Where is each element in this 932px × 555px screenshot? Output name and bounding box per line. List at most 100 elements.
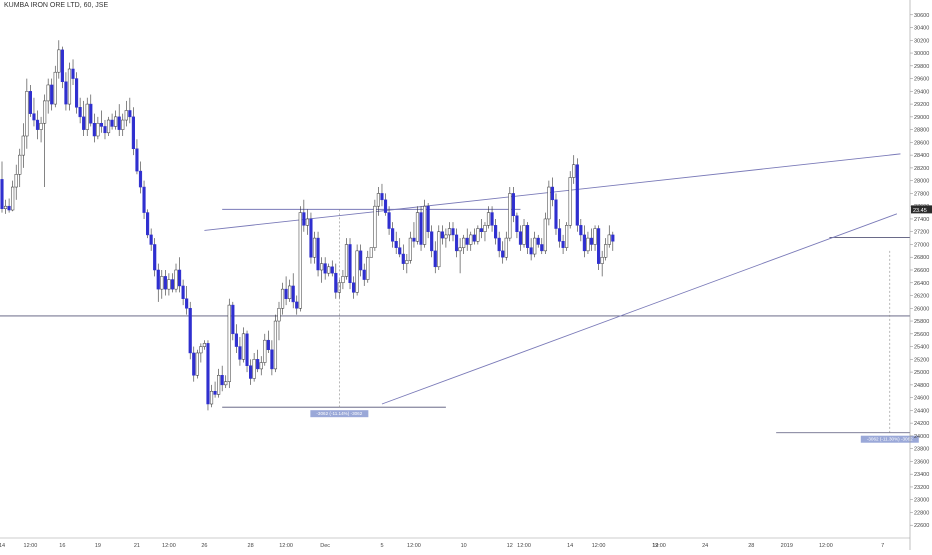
candle-body: [231, 304, 235, 335]
candle-body: [330, 266, 334, 274]
candle-body: [128, 110, 132, 118]
candle-body: [430, 231, 434, 252]
candle-body: [50, 84, 54, 105]
candle-body: [355, 250, 359, 293]
candle-body: [504, 237, 508, 258]
candle-body: [394, 241, 398, 248]
candle-body: [572, 164, 576, 178]
candle-body: [543, 218, 547, 252]
candle-body: [486, 212, 491, 226]
y-tick-label: 28000: [914, 179, 929, 185]
y-tick-label: 25000: [914, 370, 929, 376]
x-tick-label: 12:00: [592, 543, 606, 549]
candle-body: [547, 186, 551, 220]
candle-body: [256, 359, 260, 370]
candle-body: [327, 266, 331, 274]
candle-body: [309, 218, 313, 258]
candle-body: [213, 390, 217, 395]
candle-body: [241, 333, 246, 360]
candle-body: [206, 343, 210, 405]
candle-body: [440, 231, 444, 239]
y-tick-label: 23000: [914, 498, 929, 504]
candle-body: [593, 228, 597, 245]
y-tick-label: 28600: [914, 140, 929, 146]
candle-body: [447, 228, 452, 236]
candle-body: [234, 333, 238, 347]
x-tick-label: 24: [702, 543, 708, 549]
candle-body: [121, 119, 125, 130]
candle-body: [597, 228, 601, 264]
candle-body: [497, 237, 501, 252]
x-tick-label: 12:00: [652, 543, 666, 549]
candle-body: [561, 241, 565, 248]
candle-body: [341, 276, 345, 284]
candle-body: [554, 199, 558, 229]
candle-body: [99, 122, 104, 127]
candle-body: [266, 339, 270, 351]
candle-body: [334, 272, 338, 293]
candle-body: [238, 346, 242, 360]
candle-body: [14, 174, 18, 188]
candle-body: [465, 237, 469, 245]
x-tick-label: 16: [59, 543, 65, 549]
y-tick-label: 24600: [914, 396, 929, 402]
candle-body: [43, 100, 47, 124]
candle-body: [67, 68, 72, 105]
candle-body: [185, 298, 189, 309]
x-tick-label: 12:00: [24, 543, 38, 549]
candle-body: [245, 333, 249, 366]
candle-body: [316, 237, 320, 271]
candle-body: [376, 193, 381, 207]
candle-body: [64, 81, 68, 105]
candle-body: [284, 288, 288, 299]
y-tick-label: 30000: [914, 51, 929, 57]
candle-body: [149, 234, 153, 245]
candle-body: [483, 225, 487, 232]
candle-body: [71, 68, 75, 79]
candle-body: [586, 237, 590, 252]
x-tick-label: 2019: [781, 543, 793, 549]
candle-body: [92, 122, 96, 137]
candle-body: [369, 247, 373, 258]
x-tick-label: 28: [748, 543, 754, 549]
y-tick-label: 30400: [914, 26, 929, 32]
y-tick-label: 24200: [914, 421, 929, 427]
candle-body: [419, 212, 423, 245]
candle-body: [35, 119, 40, 130]
chart-title: KUMBA IRON ORE LTD, 60, JSE: [4, 2, 109, 9]
candle-body: [302, 212, 306, 226]
candle-body: [291, 285, 295, 303]
y-tick-label: 25800: [914, 319, 929, 325]
y-tick-label: 27000: [914, 242, 929, 248]
candle-body: [195, 352, 199, 376]
x-tick-label: 19: [95, 543, 101, 549]
price-tag: [911, 205, 932, 214]
candle-body: [78, 107, 82, 118]
candle-body: [490, 212, 494, 226]
candle-body: [550, 186, 555, 201]
y-tick-label: 28800: [914, 128, 929, 134]
candle-body: [153, 244, 157, 271]
y-tick-label: 29800: [914, 64, 929, 70]
x-tick-label: 21: [134, 543, 140, 549]
y-tick-label: 29000: [914, 115, 929, 121]
y-tick-label: 23200: [914, 485, 929, 491]
candle-body: [163, 276, 167, 290]
candle-body: [387, 212, 391, 229]
y-tick-label: 25400: [914, 345, 929, 351]
x-tick-label: Dec: [320, 543, 330, 549]
candle-body: [540, 244, 544, 252]
candle-body: [170, 279, 175, 290]
y-tick-label: 24800: [914, 383, 929, 389]
candle-body: [494, 225, 498, 239]
candle-body: [249, 365, 253, 379]
y-tick-label: 22600: [914, 523, 929, 529]
candle-body: [437, 231, 441, 268]
candle-body: [227, 304, 231, 382]
candle-body: [188, 308, 192, 354]
y-tick-label: 26000: [914, 306, 929, 312]
candle-body: [25, 91, 29, 137]
candle-body: [259, 362, 263, 370]
